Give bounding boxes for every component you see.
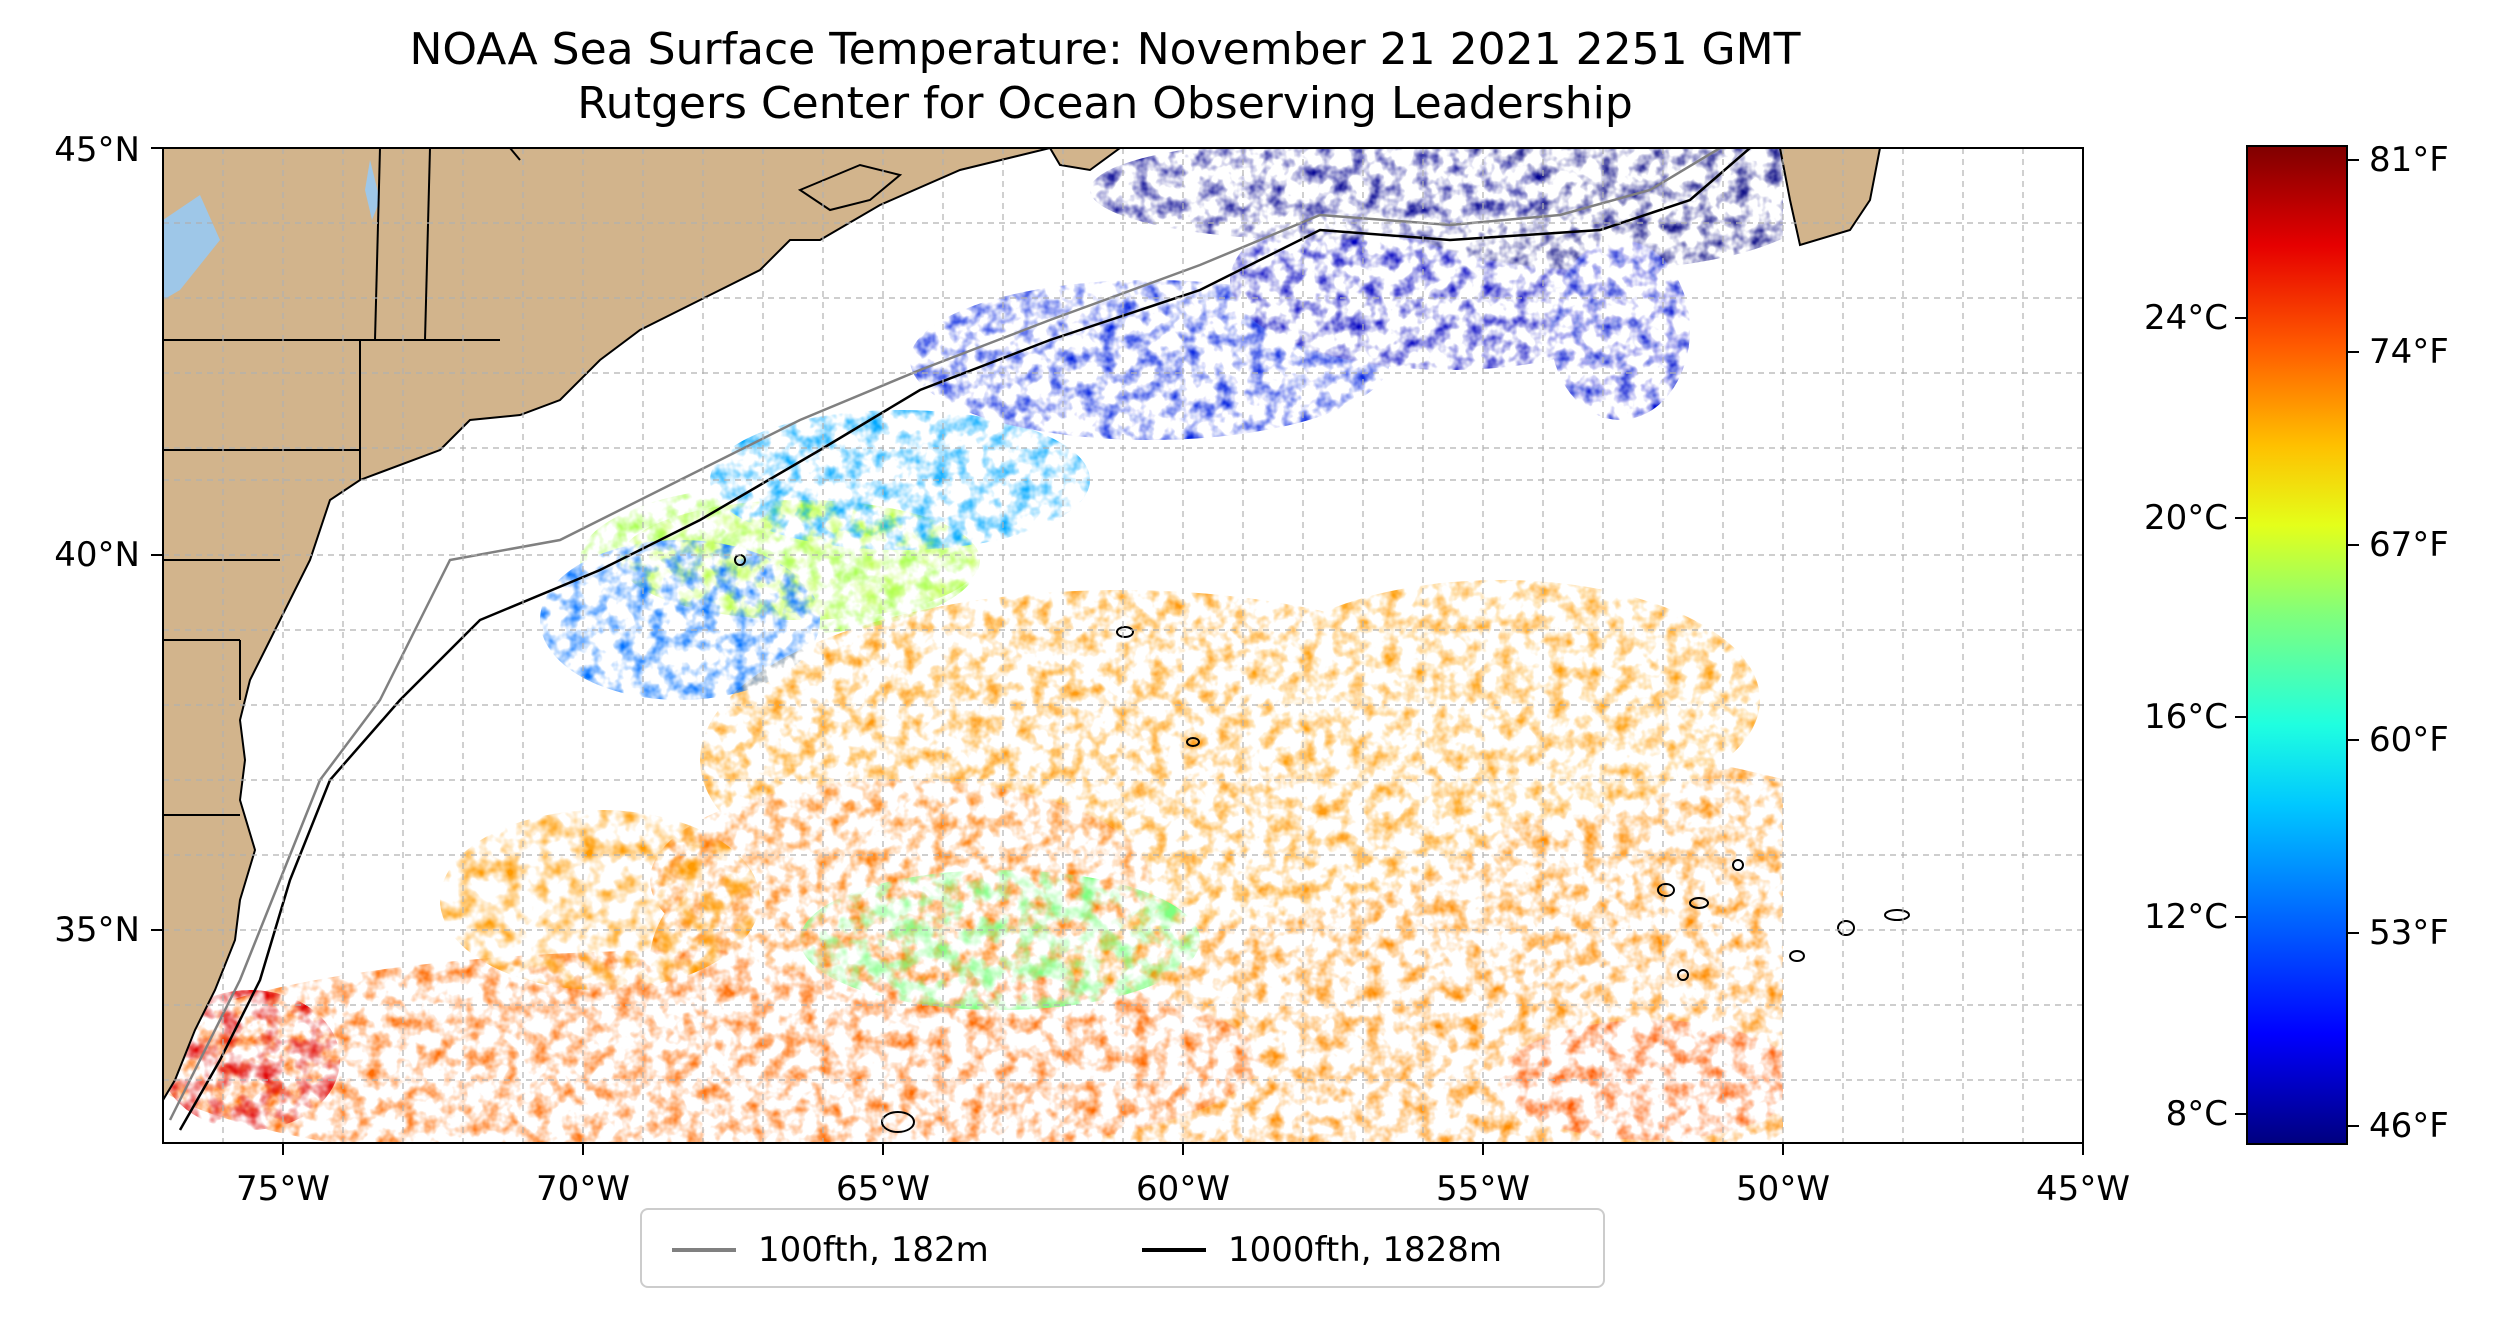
colorbar-fahrenheit-label: 53°F: [2369, 913, 2449, 953]
nova-scotia: [797, 163, 903, 212]
newfoundland-edge: [1048, 148, 1122, 172]
y-tick-label: 40°N: [54, 535, 140, 575]
y-tick-label: 35°N: [54, 910, 140, 950]
map-subtitle: Rutgers Center for Ocean Observing Leade…: [577, 78, 1633, 129]
colorbar-celsius-label: 20°C: [2143, 498, 2228, 538]
x-tick-label: 55°W: [1436, 1169, 1530, 1209]
gridlines: [163, 148, 2083, 1143]
legend-swatch-black: [1142, 1248, 1206, 1252]
state-borders: [163, 148, 521, 816]
x-tick-label: 75°W: [236, 1169, 330, 1209]
lake: [365, 160, 380, 220]
sst-cool-water: [540, 148, 1830, 700]
contour-legend: 100fth, 182m 1000fth, 1828m: [640, 1208, 1605, 1288]
lake-champlain-area: [163, 195, 220, 300]
x-tick-label: 50°W: [1736, 1169, 1830, 1209]
map-area: [163, 148, 2083, 1143]
map-frame: [162, 147, 2084, 1144]
colorbar-fahrenheit-label: 74°F: [2369, 332, 2449, 372]
colorbar-celsius-label: 8°C: [2165, 1094, 2228, 1134]
colorbar-celsius-label: 24°C: [2143, 298, 2228, 338]
map-title: NOAA Sea Surface Temperature: November 2…: [409, 24, 1801, 75]
contour-1000fth: [178, 148, 1751, 1131]
legend-item-1000fth: 1000fth, 1828m: [1142, 1228, 1502, 1272]
legend-item-100fth: 100fth, 182m: [672, 1228, 989, 1272]
colorbar-fahrenheit-label: 67°F: [2369, 525, 2449, 565]
land-mass: [163, 148, 1051, 1102]
newfoundland: [1778, 148, 1882, 247]
colorbar-scale: [2246, 145, 2348, 1145]
no-data-east: [1783, 148, 2083, 1143]
legend-label: 1000fth, 1828m: [1228, 1230, 1503, 1270]
colorbar-fahrenheit-label: 46°F: [2369, 1106, 2449, 1146]
x-tick-label: 45°W: [2036, 1169, 2130, 1209]
colorbar-fahrenheit-label: 81°F: [2369, 140, 2449, 180]
colorbar-celsius-label: 12°C: [2143, 897, 2228, 937]
colorbar-ticks: [2235, 159, 2359, 1127]
x-tick-label: 65°W: [836, 1169, 930, 1209]
legend-label: 100fth, 182m: [758, 1230, 989, 1270]
x-tick-label: 70°W: [536, 1169, 630, 1209]
x-tick-label: 60°W: [1136, 1169, 1230, 1209]
axis-ticks: [151, 147, 2084, 1155]
colorbar-celsius-label: 16°C: [2143, 697, 2228, 737]
seamounts: [734, 554, 1910, 1133]
y-tick-label: 45°N: [54, 130, 140, 170]
legend-swatch-gray: [672, 1248, 736, 1252]
colorbar-fahrenheit-label: 60°F: [2369, 720, 2449, 760]
